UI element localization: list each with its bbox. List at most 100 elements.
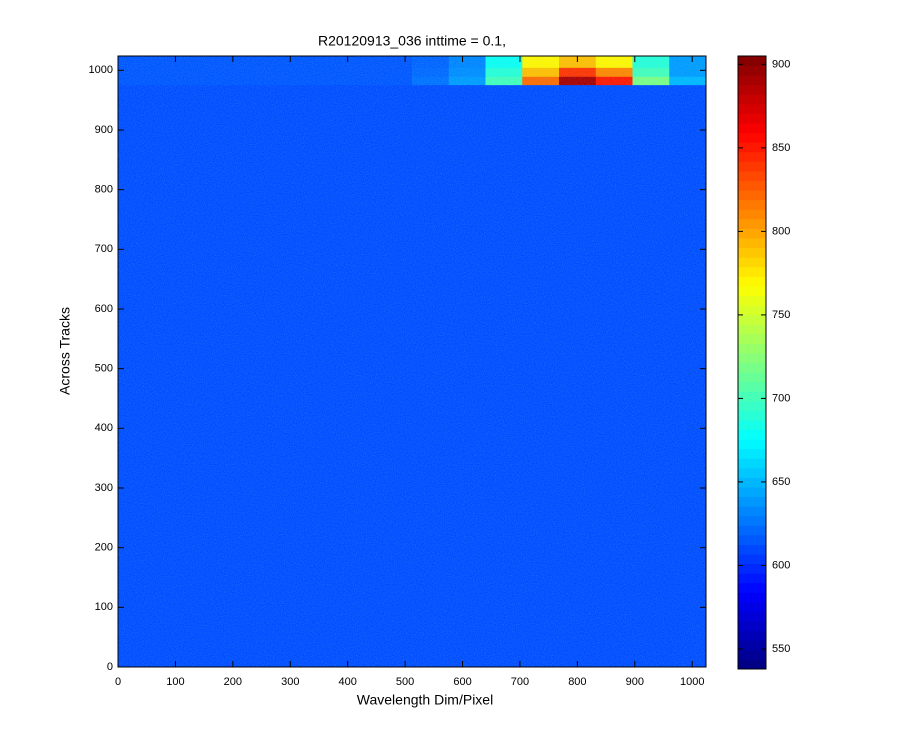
x-tick-label: 900 bbox=[626, 676, 644, 688]
x-tick-label: 200 bbox=[224, 676, 242, 688]
colorbar-step bbox=[738, 621, 766, 632]
colorbar bbox=[738, 56, 766, 670]
colorbar-tick-label: 600 bbox=[772, 559, 790, 571]
colorbar-step bbox=[738, 410, 766, 421]
colorbar-step bbox=[738, 592, 766, 603]
colorbar-step bbox=[738, 151, 766, 162]
colorbar-step bbox=[738, 630, 766, 641]
colorbar-frame bbox=[737, 55, 767, 670]
colorbar-step bbox=[738, 496, 766, 507]
colorbar-step bbox=[738, 487, 766, 498]
colorbar-step bbox=[738, 218, 766, 229]
colorbar-step bbox=[738, 448, 766, 459]
colorbar-step bbox=[738, 65, 766, 76]
colorbar-step bbox=[738, 314, 766, 325]
colorbar-step bbox=[738, 601, 766, 613]
colorbar-step bbox=[738, 515, 766, 526]
colorbar-tick-label: 650 bbox=[772, 476, 790, 488]
colorbar-step bbox=[738, 276, 766, 287]
y-tick-label: 800 bbox=[95, 184, 113, 196]
colorbar-step bbox=[738, 534, 766, 545]
colorbar-tick-label: 550 bbox=[772, 643, 790, 655]
colorbar-step bbox=[738, 439, 766, 450]
colorbar-step bbox=[738, 257, 766, 268]
x-tick-label: 0 bbox=[115, 676, 121, 688]
y-tick-label: 400 bbox=[95, 422, 113, 434]
colorbar-step bbox=[738, 94, 766, 105]
colorbar-step bbox=[738, 75, 766, 86]
colorbar-step bbox=[738, 142, 766, 153]
colorbar-step bbox=[738, 573, 766, 584]
colorbar-step bbox=[738, 362, 766, 373]
y-tick-label: 900 bbox=[95, 124, 113, 136]
colorbar-step bbox=[738, 180, 766, 191]
colorbar-step bbox=[738, 649, 766, 660]
colorbar-step bbox=[738, 266, 766, 277]
y-tick-label: 200 bbox=[95, 542, 113, 554]
colorbar-step bbox=[738, 563, 766, 574]
colorbar-step bbox=[738, 467, 766, 478]
colorbar-step bbox=[738, 429, 766, 440]
colorbar-tick-label: 800 bbox=[772, 225, 790, 237]
colorbar-step bbox=[738, 199, 766, 210]
colorbar-step bbox=[738, 161, 766, 172]
x-axis-label: Wavelength Dim/Pixel bbox=[357, 692, 493, 708]
colorbar-step bbox=[738, 333, 766, 344]
colorbar-step bbox=[738, 103, 766, 114]
colorbar-step bbox=[738, 611, 766, 622]
colorbar-step bbox=[738, 640, 766, 651]
x-tick-label: 300 bbox=[281, 676, 299, 688]
y-tick-label: 1000 bbox=[89, 64, 113, 76]
noise-texture bbox=[118, 56, 706, 667]
colorbar-step bbox=[738, 554, 766, 565]
colorbar-step bbox=[738, 190, 766, 201]
colorbar-step bbox=[738, 544, 766, 555]
x-tick-label: 100 bbox=[166, 676, 184, 688]
y-tick-label: 0 bbox=[107, 661, 113, 673]
colorbar-step bbox=[738, 458, 766, 469]
colorbar-step bbox=[738, 400, 766, 411]
y-tick-label: 100 bbox=[95, 601, 113, 613]
chart-title: R20120913_036 inttime = 0.1, bbox=[318, 33, 506, 49]
colorbar-step bbox=[738, 247, 766, 258]
colorbar-step bbox=[738, 170, 766, 182]
y-tick-label: 500 bbox=[95, 363, 113, 375]
colorbar-step bbox=[738, 84, 766, 95]
y-tick-label: 700 bbox=[95, 243, 113, 255]
colorbar-step bbox=[738, 295, 766, 306]
x-tick-label: 400 bbox=[339, 676, 357, 688]
colorbar-step bbox=[738, 343, 766, 354]
colorbar-step bbox=[738, 659, 766, 670]
colorbar-tick-label: 900 bbox=[772, 58, 790, 70]
colorbar-tick-label: 700 bbox=[772, 392, 790, 404]
colorbar-step bbox=[738, 324, 766, 335]
x-tick-label: 500 bbox=[396, 676, 414, 688]
colorbar-step bbox=[738, 56, 766, 67]
colorbar-step bbox=[738, 582, 766, 593]
x-tick-label: 1000 bbox=[680, 676, 704, 688]
colorbar-step bbox=[738, 209, 766, 220]
colorbar-step bbox=[738, 228, 766, 239]
colorbar-step bbox=[738, 132, 766, 143]
x-tick-label: 800 bbox=[568, 676, 586, 688]
colorbar-step bbox=[738, 305, 766, 316]
plot-frame bbox=[117, 55, 707, 668]
colorbar-step bbox=[738, 381, 766, 392]
colorbar-step bbox=[738, 391, 766, 402]
colorbar-step bbox=[738, 352, 766, 363]
colorbar-step bbox=[738, 477, 766, 488]
colorbar-step bbox=[738, 419, 766, 431]
x-tick-label: 600 bbox=[453, 676, 471, 688]
colorbar-tick-label: 850 bbox=[772, 142, 790, 154]
colorbar-step bbox=[738, 525, 766, 536]
colorbar-step bbox=[738, 113, 766, 124]
colorbar-step bbox=[738, 237, 766, 249]
y-tick-label: 600 bbox=[95, 303, 113, 315]
y-tick-label: 300 bbox=[95, 482, 113, 494]
colorbar-step bbox=[738, 285, 766, 296]
colorbar-step bbox=[738, 506, 766, 517]
colorbar-tick-label: 750 bbox=[772, 309, 790, 321]
colorbar-step bbox=[738, 372, 766, 383]
